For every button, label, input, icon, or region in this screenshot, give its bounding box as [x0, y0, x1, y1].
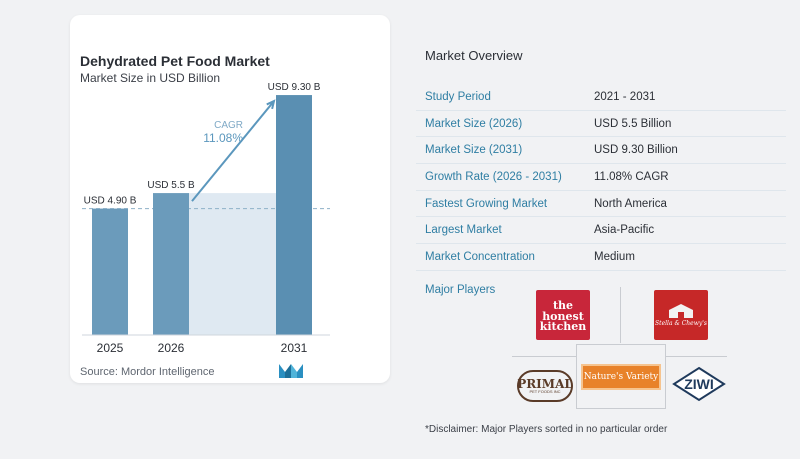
overview-key: Largest Market: [425, 224, 502, 237]
chart-subtitle: Market Size in USD Billion: [80, 71, 221, 85]
overview-value: 2021 - 2031: [594, 90, 656, 103]
overview-key: Study Period: [425, 90, 491, 103]
overview-table: Study Period 2021 - 2031 Market Size (202…: [416, 84, 786, 271]
honest-kitchen-text: kitchen: [539, 320, 587, 334]
honest-kitchen-logo: the honest kitchen: [536, 290, 590, 340]
overview-value: Asia-Pacific: [594, 224, 655, 237]
ziwi-logo: [672, 366, 726, 402]
grid-divider: [576, 344, 577, 409]
overview-key: Growth Rate (2026 - 2031): [425, 170, 562, 183]
overview-title: Market Overview: [425, 48, 523, 63]
mordor-logo-icon: [279, 364, 303, 378]
grid-divider: [512, 356, 576, 357]
overview-key: Market Size (2031): [425, 144, 523, 157]
disclaimer-text: *Disclaimer: Major Players sorted in no …: [425, 424, 668, 435]
overview-row: Market Size (2031) USD 9.30 Billion: [416, 137, 786, 165]
overview-row: Fastest Growing Market North America: [416, 191, 786, 218]
overview-value: USD 9.30 Billion: [594, 144, 678, 157]
cagr-arrow: [191, 100, 275, 202]
grid-divider: [665, 356, 727, 357]
bar: [153, 193, 189, 335]
grid-divider: [665, 344, 666, 409]
overview-key: Market Size (2026): [425, 117, 523, 130]
honest-kitchen-text: the: [552, 299, 574, 313]
primal-text: PRIMAL: [517, 377, 573, 391]
barn-icon: [669, 303, 693, 318]
ziwi-text-box: ZIWI: [672, 366, 726, 402]
ziwi-text: ZIWI: [684, 376, 714, 392]
major-players-title: Major Players: [425, 284, 496, 296]
overview-row: Market Size (2026) USD 5.5 Billion: [416, 111, 786, 138]
overview-value: USD 5.5 Billion: [594, 117, 672, 130]
x-tick-label: 2031: [281, 341, 308, 355]
overview-value: North America: [594, 197, 667, 210]
grid-divider: [576, 408, 666, 409]
grid-divider: [576, 344, 665, 345]
overview-value: 11.08% CAGR: [594, 170, 669, 183]
overview-row: Study Period 2021 - 2031: [416, 84, 786, 111]
overview-key: Market Concentration: [425, 250, 535, 263]
natures-variety-text: Nature's Variety: [583, 372, 659, 382]
bar: [92, 208, 128, 335]
natures-variety-logo: Nature's Variety: [581, 364, 661, 390]
overview-key: Fastest Growing Market: [425, 197, 548, 210]
chart-title: Dehydrated Pet Food Market: [80, 53, 270, 69]
x-tick-label: 2026: [158, 341, 185, 355]
grid-divider: [620, 287, 621, 343]
bar: [276, 95, 312, 335]
data-label: USD 5.5 B: [147, 180, 195, 191]
cagr-arrow-head: [266, 99, 276, 110]
source-text: Source: Mordor Intelligence: [80, 366, 215, 378]
primal-subtext: PET FOODS INC: [529, 389, 561, 394]
primal-logo: PRIMAL PET FOODS INC: [517, 370, 573, 402]
stella-chewys-logo: Stella & Chewy's: [654, 290, 708, 340]
cagr-label: CAGR: [214, 120, 243, 131]
overview-row: Largest Market Asia-Pacific: [416, 217, 786, 245]
cagr-value: 11.08%: [203, 131, 243, 145]
overview-value: Medium: [594, 250, 635, 263]
overview-row: Growth Rate (2026 - 2031) 11.08% CAGR: [416, 164, 786, 191]
x-tick-label: 2025: [97, 341, 124, 355]
honest-kitchen-text: honest: [542, 309, 584, 323]
overview-row: Market Concentration Medium: [416, 244, 786, 271]
stella-chewys-text: Stella & Chewy's: [655, 319, 707, 327]
data-label: USD 9.30 B: [268, 82, 321, 93]
data-label: USD 4.90 B: [84, 196, 137, 207]
